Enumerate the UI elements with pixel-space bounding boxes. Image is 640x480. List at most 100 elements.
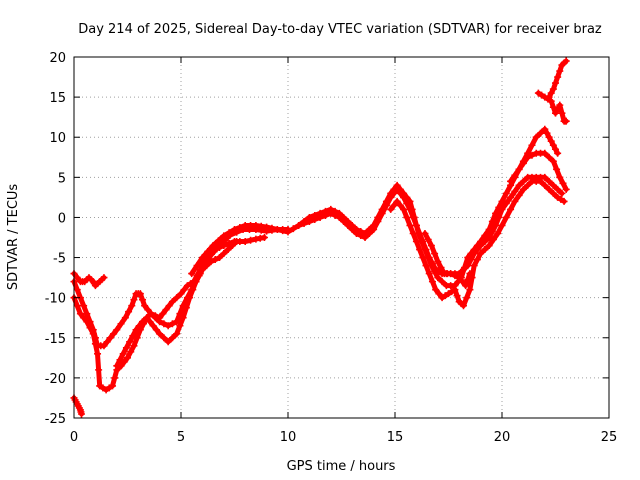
- data-point: [89, 330, 97, 338]
- data-point: [552, 79, 559, 87]
- data-point: [228, 242, 236, 250]
- data-point: [284, 228, 292, 236]
- data-point: [204, 248, 212, 256]
- y-tick-label: 5: [58, 171, 66, 186]
- y-tick-label: 15: [49, 91, 66, 106]
- data-point: [120, 358, 128, 366]
- data-point: [492, 209, 500, 217]
- data-point: [225, 229, 233, 237]
- data-point: [485, 234, 493, 241]
- data-point: [498, 221, 506, 229]
- series-track-l: [421, 229, 474, 290]
- data-point: [220, 250, 228, 258]
- data-point: [532, 133, 540, 141]
- data-point: [400, 205, 408, 213]
- data-point: [406, 221, 414, 229]
- data-point: [494, 229, 502, 237]
- data-point: [552, 145, 559, 153]
- data-point: [558, 109, 566, 117]
- data-point: [256, 234, 264, 242]
- data-point: [209, 242, 217, 250]
- series-track-j: [545, 57, 570, 101]
- data-point: [128, 302, 136, 310]
- series-track-g: [387, 177, 568, 310]
- y-axis-label: SDTVAR / TECUs: [6, 184, 21, 291]
- data-point: [201, 262, 209, 270]
- data-point: [437, 264, 445, 272]
- data-point: [438, 278, 446, 286]
- data-point: [382, 197, 390, 205]
- data-point: [300, 217, 308, 225]
- data-point: [462, 282, 470, 290]
- data-point: [387, 189, 395, 197]
- data-point: [125, 308, 133, 316]
- data-point: [117, 320, 125, 328]
- data-point: [464, 276, 472, 284]
- data-point: [176, 310, 184, 318]
- data-point: [485, 225, 493, 233]
- data-point: [434, 258, 442, 266]
- data-point: [252, 221, 260, 229]
- data-point: [168, 320, 176, 328]
- data-point: [400, 189, 408, 197]
- data-point: [412, 221, 420, 229]
- data-point: [143, 314, 151, 322]
- data-point: [507, 205, 515, 213]
- data-point: [205, 254, 213, 262]
- data-point: [545, 185, 553, 193]
- x-tick-label: 0: [70, 430, 78, 445]
- data-point: [252, 235, 260, 243]
- data-point: [188, 286, 196, 294]
- data-point: [378, 205, 386, 213]
- data-point: [558, 189, 566, 197]
- data-point: [524, 149, 532, 157]
- data-point: [409, 229, 417, 237]
- data-point: [466, 270, 474, 278]
- data-point: [224, 246, 232, 254]
- data-point: [537, 177, 545, 185]
- data-point: [327, 205, 335, 213]
- data-point: [168, 334, 176, 342]
- data-point: [559, 179, 567, 187]
- data-series: [70, 57, 570, 418]
- data-point: [455, 274, 463, 282]
- data-point: [422, 262, 430, 270]
- data-point: [80, 314, 88, 322]
- data-point: [165, 302, 173, 310]
- data-point: [91, 340, 99, 348]
- data-point: [135, 322, 143, 330]
- data-point: [316, 209, 324, 217]
- data-point: [393, 181, 401, 189]
- series-track-h: [507, 125, 562, 185]
- data-point: [451, 286, 459, 294]
- data-point: [481, 231, 489, 239]
- data-point: [152, 326, 160, 334]
- data-point: [393, 197, 401, 205]
- data-point: [340, 213, 348, 221]
- data-point: [106, 334, 114, 342]
- data-point: [464, 254, 472, 262]
- data-point: [273, 225, 281, 233]
- data-point: [80, 302, 88, 310]
- x-tick-label: 10: [280, 430, 297, 445]
- data-point: [156, 318, 164, 326]
- data-point: [556, 101, 564, 109]
- data-point: [122, 344, 130, 352]
- data-point: [528, 141, 536, 149]
- data-point: [183, 294, 191, 302]
- data-point: [396, 201, 404, 209]
- data-point: [511, 187, 519, 195]
- data-point: [113, 362, 121, 370]
- data-point: [554, 149, 562, 157]
- data-point: [233, 238, 241, 246]
- data-point: [416, 246, 424, 254]
- data-point: [528, 151, 536, 159]
- data-point: [562, 185, 570, 193]
- data-point: [519, 185, 527, 193]
- data-point: [412, 238, 420, 246]
- data-point: [431, 268, 439, 276]
- data-point: [498, 197, 506, 205]
- data-point: [160, 320, 168, 328]
- y-tick-label: -25: [45, 412, 66, 427]
